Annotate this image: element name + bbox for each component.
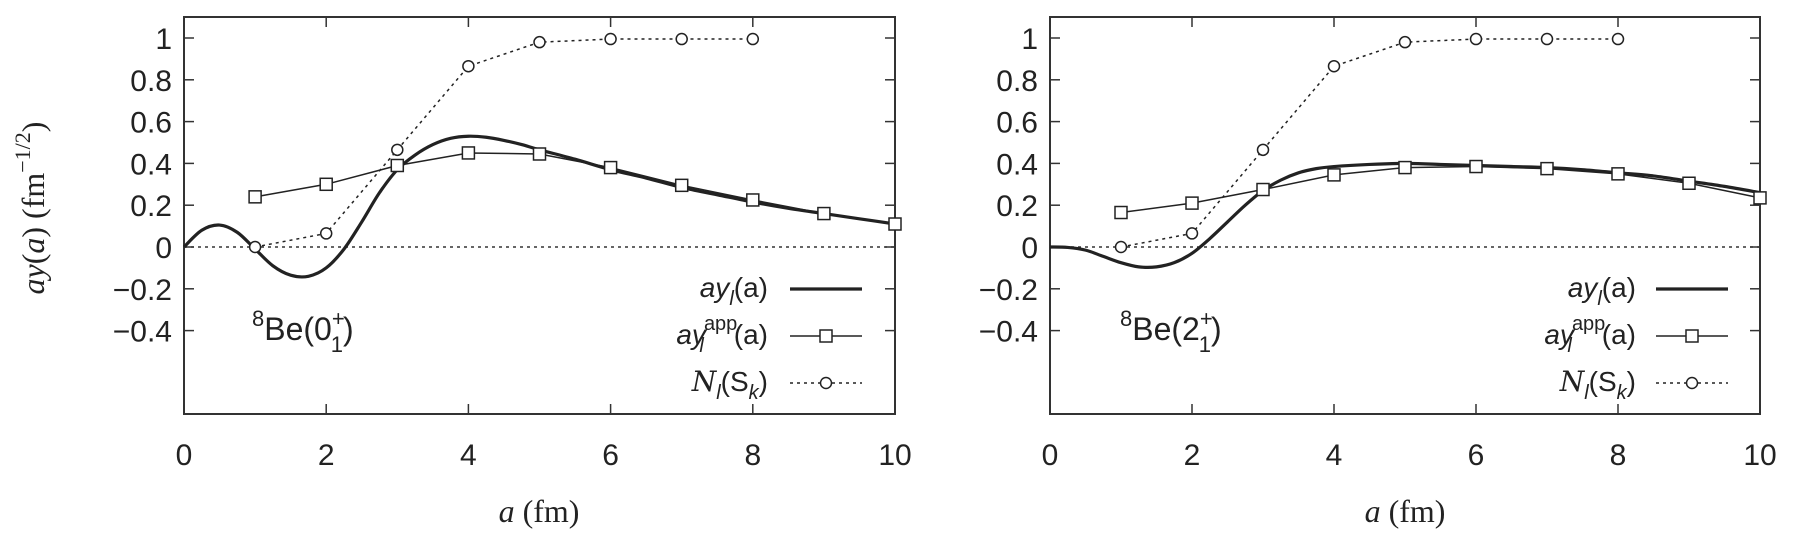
panel-label: 8Be(0+ 1) — [252, 306, 354, 357]
data-point-circle — [746, 32, 760, 46]
x-tick-label: 6 — [602, 439, 619, 472]
y-tick-label: 0.6 — [996, 107, 1038, 140]
x-tick-label: 2 — [318, 439, 335, 472]
y-tick-label: 0 — [1021, 232, 1038, 265]
data-point-square — [1256, 182, 1270, 197]
data-point-circle — [248, 240, 262, 254]
data-point-square — [461, 146, 476, 160]
y-tick-label: −0.2 — [979, 274, 1038, 307]
legend: ayl(a) ayapp l (a) Nl(Sk) — [1544, 272, 1728, 404]
y-tick-label: 0.4 — [996, 148, 1038, 181]
data-point-square — [817, 206, 831, 221]
legend-marker-circle — [1685, 376, 1699, 390]
legend-label-nl: Nl(Sk) — [1559, 365, 1636, 404]
y-tick-label: 0.4 — [130, 148, 172, 181]
y-tick-label: 0.8 — [130, 65, 172, 98]
data-point-circle — [533, 35, 546, 49]
series-line-nl — [1120, 38, 1618, 248]
series-line-ayl-app — [1120, 165, 1761, 214]
x-tick-label: 8 — [744, 439, 761, 472]
x-tick-label: 0 — [176, 439, 193, 472]
series-line-ayl — [1049, 161, 1761, 269]
series-line-ayl-app — [254, 152, 896, 225]
x-tick-label: 6 — [1468, 439, 1485, 472]
series-layer — [182, 32, 902, 279]
series-layer — [1049, 32, 1767, 269]
series-line-ayl — [182, 134, 896, 279]
y-tick-label: 1 — [155, 23, 172, 56]
data-point-circle — [1398, 35, 1412, 49]
series-line-nl — [254, 38, 753, 248]
legend-marker-square — [819, 329, 833, 343]
y-tick-label: 0.2 — [130, 190, 172, 223]
x-tick-label: 0 — [1042, 439, 1059, 472]
x-tick-group: 0 2 4 6 8 10 — [176, 17, 912, 472]
x-tick-label: 4 — [1326, 439, 1343, 472]
panel-label: 8Be(2+ 1) — [1120, 306, 1222, 357]
data-point-square — [1114, 205, 1128, 220]
data-point-circle — [391, 143, 404, 157]
x-axis-title: a (fm) — [1365, 493, 1446, 529]
plot-frame — [183, 16, 896, 415]
x-axis-title: a (fm) — [499, 493, 580, 529]
legend-label-ayl-app: ayapp l (a) — [676, 313, 768, 357]
x-tick-label: 10 — [1743, 439, 1776, 472]
data-point-circle — [1611, 32, 1625, 46]
y-tick-group: −0.4 −0.2 0 0.2 0.4 0.6 0.8 1 — [979, 23, 1760, 349]
panel-left: 0 2 4 6 8 10 −0.4−0.200.20.40.60.81 8Be(0+ 1) … — [113, 16, 912, 529]
legend-label-ayl: ayl(a) — [700, 272, 768, 310]
data-point-square — [1185, 196, 1199, 210]
data-point-square — [1611, 167, 1625, 181]
plot-frame — [1049, 16, 1761, 415]
y-tick-label: −0.4 — [979, 316, 1038, 349]
data-point-circle — [1540, 32, 1554, 46]
data-point-square — [1540, 161, 1554, 176]
legend-marker-square — [1685, 329, 1699, 343]
data-point-circle — [1114, 240, 1128, 254]
data-point-circle — [1185, 227, 1199, 240]
legend: ayl(a) ayapp l (a) Nl(Sk) — [676, 272, 862, 404]
x-tick-label: 2 — [1184, 439, 1201, 472]
data-point-square — [1398, 160, 1412, 175]
data-point-square — [248, 190, 262, 204]
y-tick-label: −0.2 — [113, 274, 172, 307]
y-tick-label: 0 — [155, 232, 172, 265]
data-point-square — [603, 160, 618, 175]
y-tick-label: 1 — [1021, 23, 1038, 56]
x-tick-label: 4 — [460, 439, 477, 472]
data-point-square — [319, 177, 333, 192]
legend-label-nl: Nl(Sk) — [691, 365, 768, 404]
data-point-circle — [675, 32, 688, 46]
panel-right: 0 2 4 6 8 10 −0.4−0.200.20.40.60.81 8Be(2+ 1) … — [979, 16, 1777, 529]
data-point-circle — [1469, 32, 1483, 46]
legend-marker-circle — [819, 376, 833, 390]
data-point-square — [532, 147, 547, 161]
data-point-circle — [1256, 143, 1270, 157]
data-point-square — [1327, 168, 1341, 182]
x-tick-label: 10 — [878, 439, 911, 472]
data-point-circle — [319, 227, 333, 240]
data-point-square — [1682, 176, 1696, 191]
y-tick-group: −0.4 −0.2 0 0.2 0.4 0.6 0.8 1 — [113, 23, 895, 349]
x-tick-group: 0 2 4 6 8 10 — [1042, 17, 1777, 472]
data-point-square — [888, 217, 902, 231]
legend-label-ayl: ayl(a) — [1568, 272, 1636, 310]
y-tick-label: 0.6 — [130, 107, 172, 140]
data-point-square — [1753, 191, 1767, 205]
y-axis-title: ay(a) (fm−1/2) — [10, 122, 51, 295]
y-tick-label: 0.2 — [996, 190, 1038, 223]
data-point-circle — [1327, 59, 1341, 73]
y-tick-label: −0.4 — [113, 316, 172, 349]
data-point-circle — [604, 32, 617, 46]
x-tick-label: 8 — [1610, 439, 1627, 472]
legend-label-ayl-app: ayapp l (a) — [1544, 313, 1636, 357]
data-point-square — [1469, 159, 1483, 174]
data-point-square — [674, 178, 689, 193]
y-tick-label: 0.8 — [996, 65, 1038, 98]
data-point-circle — [462, 59, 475, 73]
data-point-square — [746, 193, 760, 207]
data-point-square — [390, 158, 405, 173]
